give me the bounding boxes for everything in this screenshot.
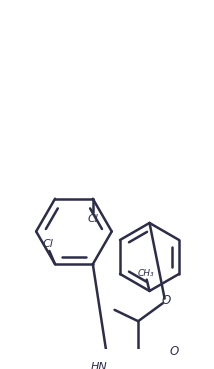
Text: O: O [169,345,179,358]
Text: HN: HN [91,362,108,369]
Text: Cl: Cl [43,239,54,249]
Text: Cl: Cl [87,214,98,224]
Text: O: O [162,294,171,307]
Text: CH₃: CH₃ [137,269,154,278]
